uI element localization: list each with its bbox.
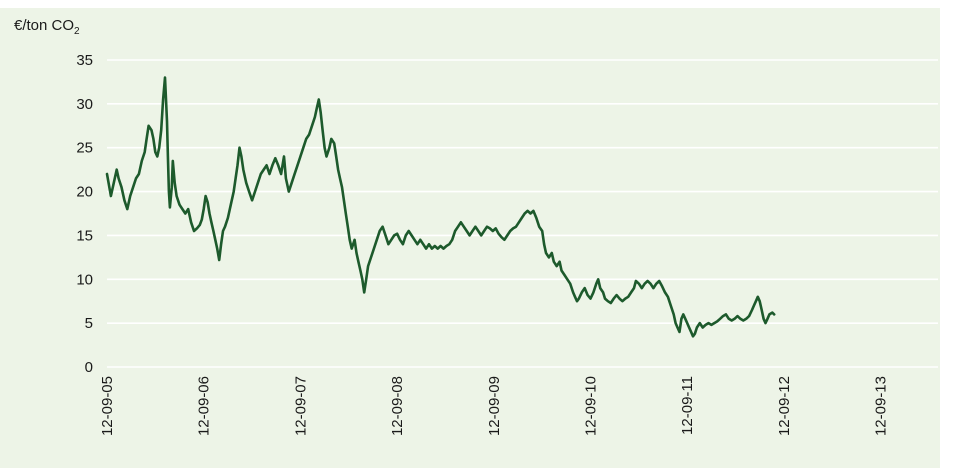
y-tick-label: 20: [76, 184, 93, 201]
x-tick-label: 12-09-13: [873, 376, 890, 436]
y-tick-label: 5: [85, 315, 93, 332]
x-tick-labels: 12-09-05 12-09-06 12-09-07 12-09-08 12-09-09…: [99, 376, 890, 436]
y-tick-label: 0: [85, 359, 93, 376]
x-tick-label: 12-09-08: [389, 376, 406, 436]
x-tick-label: 12-09-05: [99, 376, 116, 436]
gridlines: [107, 59, 938, 368]
y-tick-label: 30: [76, 96, 93, 113]
y-axis-label: €/ton CO2: [14, 17, 80, 37]
y-axis-label-main: €/ton CO: [14, 17, 74, 34]
y-axis-label-subscript: 2: [74, 26, 80, 37]
y-tick-label: 10: [76, 271, 93, 288]
plot-background: [0, 8, 940, 468]
x-tick-label: 12-09-06: [196, 376, 213, 436]
y-tick-labels: 0 5 10 15 20 25 30 35: [76, 52, 93, 376]
y-tick-label: 15: [76, 227, 93, 244]
x-tick-label: 12-09-09: [486, 376, 503, 436]
y-tick-label: 35: [76, 52, 93, 69]
x-tick-label: 12-09-12: [776, 376, 793, 436]
x-tick-label: 12-09-07: [292, 376, 309, 436]
x-tick-label: 12-09-11: [679, 376, 696, 435]
series-line: [105, 76, 776, 338]
y-tick-label: 25: [76, 140, 93, 157]
x-tick-label: 12-09-10: [583, 376, 600, 436]
